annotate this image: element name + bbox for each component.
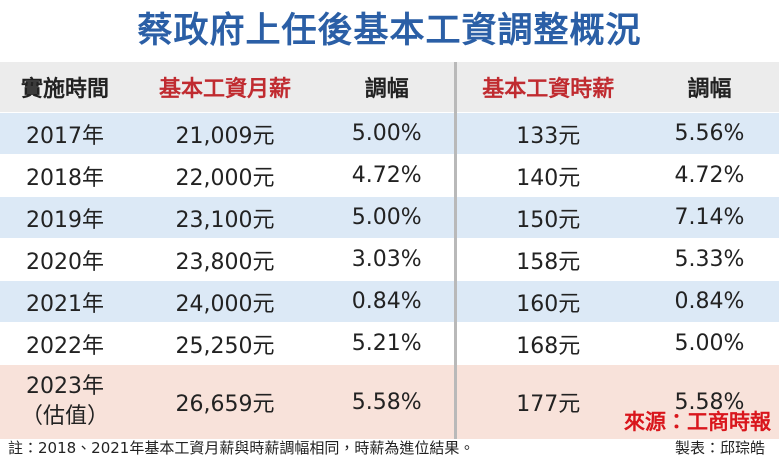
cell-text: 2023年（估值） <box>20 374 109 429</box>
table-cell: 26,659元 <box>130 364 320 439</box>
table-cell: 3.03% <box>320 238 455 281</box>
table-cell: 0.84% <box>320 280 455 323</box>
table-row: 2020年 23,800元 3.03% 158元 5.33% <box>0 238 779 281</box>
table-cell: 5.33% <box>640 238 779 281</box>
table-cell: 2021年 <box>0 280 130 323</box>
table-cell: 2018年 <box>0 154 130 197</box>
table-row: 2021年 24,000元 0.84% 160元 0.84% <box>0 280 779 323</box>
table-cell: 5.58% <box>320 364 455 439</box>
column-header: 基本工資時薪 <box>453 62 640 113</box>
table-row: 2023年（估值） 26,659元 5.58% 177元 5.58% <box>0 364 779 439</box>
table-row: 2019年 23,100元 5.00% 150元 7.14% <box>0 196 779 239</box>
table-cell: 133元 <box>453 112 640 155</box>
table-cell: 158元 <box>453 238 640 281</box>
table-cell: 7.14% <box>640 196 779 239</box>
table-cell: 5.00% <box>640 322 779 365</box>
table-cell: 22,000元 <box>130 154 320 197</box>
column-header: 實施時間 <box>0 62 130 113</box>
table-cell: 23,800元 <box>130 238 320 281</box>
table-cell: 0.84% <box>640 280 779 323</box>
title: 蔡政府上任後基本工資調整概況 <box>137 11 642 51</box>
table-cell: 5.58% <box>640 364 779 439</box>
table-cell: 21,009元 <box>130 112 320 155</box>
column-header: 調幅 <box>640 62 779 113</box>
column-header: 基本工資月薪 <box>130 62 320 113</box>
table-row: 2018年 22,000元 4.72% 140元 4.72% <box>0 154 779 197</box>
table-cell: 4.72% <box>640 154 779 197</box>
table-cell: 5.21% <box>320 322 455 365</box>
column-header: 調幅 <box>320 62 455 113</box>
table-cell: 160元 <box>453 280 640 323</box>
table-cell: 140元 <box>453 154 640 197</box>
table-cell: 2017年 <box>0 112 130 155</box>
header-row: 實施時間 基本工資月薪 調幅 基本工資時薪 調幅 <box>0 62 779 113</box>
table-cell: 2020年 <box>0 238 130 281</box>
table-cell: 4.72% <box>320 154 455 197</box>
table-cell: 25,250元 <box>130 322 320 365</box>
table-cell: 150元 <box>453 196 640 239</box>
table-cell: 23,100元 <box>130 196 320 239</box>
wage-table: 實施時間 基本工資月薪 調幅 基本工資時薪 調幅 2017年 21,009元 5.00% 13… <box>0 62 779 439</box>
table-cell: 24,000元 <box>130 280 320 323</box>
table-row: 2022年 25,250元 5.21% 168元 5.00% <box>0 322 779 365</box>
table-cell: 168元 <box>453 322 640 365</box>
table-cell: 5.56% <box>640 112 779 155</box>
credit: 製表：邱琮皓 <box>674 439 765 457</box>
table-cell: 5.00% <box>320 112 455 155</box>
table-cell: 5.00% <box>320 196 455 239</box>
table-row: 2017年 21,009元 5.00% 133元 5.56% <box>0 112 779 155</box>
table-cell: 2023年（估值） <box>0 364 130 439</box>
note: 註：2018、2021年基本工資月薪與時薪調幅相同，時薪為進位結果。 <box>8 439 475 457</box>
source: 來源：工商時報 <box>624 410 771 434</box>
table-cell: 2019年 <box>0 196 130 239</box>
table-cell: 177元 <box>453 364 640 439</box>
table-cell: 2022年 <box>0 322 130 365</box>
